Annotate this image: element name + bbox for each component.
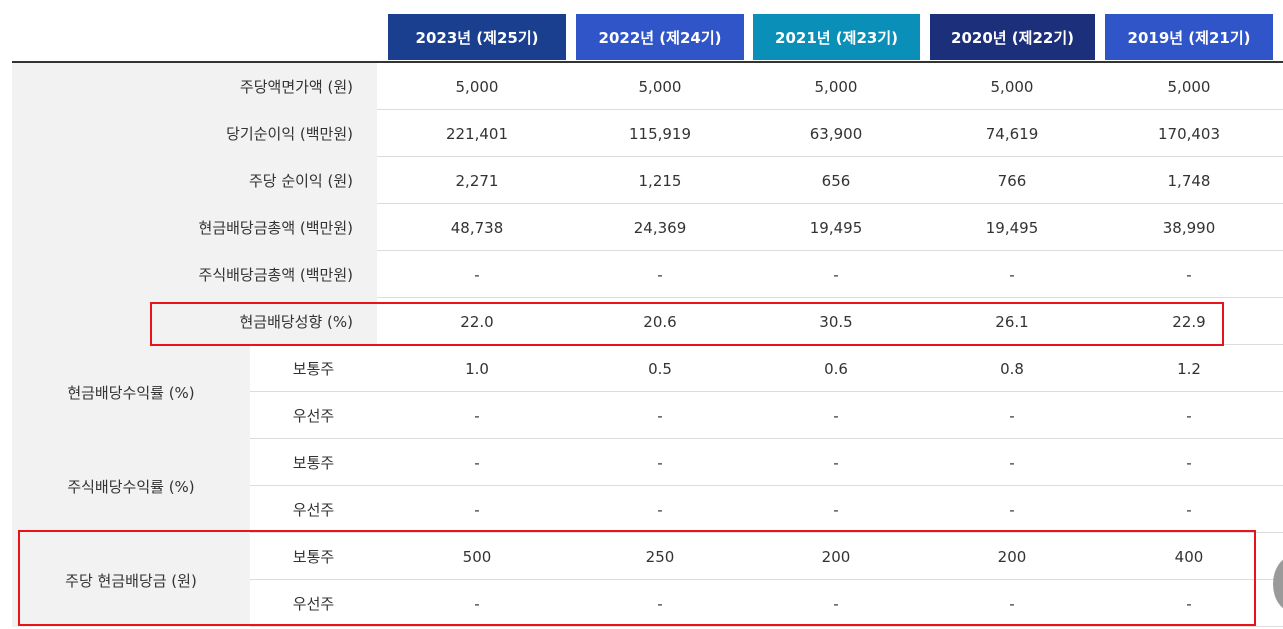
value-cell: 20.6 [643, 312, 677, 331]
value-cell: - [657, 265, 663, 284]
value-cell: 19,495 [809, 218, 863, 237]
value-cell: 48,738 [450, 218, 504, 237]
value-cell: - [833, 265, 839, 284]
value-cell: - [474, 500, 480, 519]
row-divider [12, 297, 1283, 298]
value-cell: 221,401 [445, 124, 509, 143]
value-cell: 200 [821, 547, 851, 566]
sub-label: 보통주 [292, 548, 335, 566]
value-cell: 1,748 [1167, 171, 1211, 190]
value-cell: - [833, 406, 839, 425]
value-cell: - [1009, 594, 1015, 613]
column-header: 2021년 (제23기) [753, 14, 920, 60]
value-cell: - [474, 594, 480, 613]
row-divider [250, 579, 1283, 580]
row-divider [12, 156, 1283, 157]
value-cell: - [657, 406, 663, 425]
value-cell: 500 [462, 547, 492, 566]
group-label: 주당 현금배당금 (원) [12, 533, 250, 627]
value-cell: 0.8 [1000, 359, 1024, 378]
row-label: 주식배당금총액 (백만원) [12, 251, 377, 298]
value-cell: 24,369 [633, 218, 687, 237]
value-cell: 250 [645, 547, 675, 566]
value-cell: - [657, 500, 663, 519]
value-cell: 766 [997, 171, 1027, 190]
row-divider [12, 250, 1283, 251]
value-cell: 30.5 [819, 312, 853, 331]
value-cell: 0.6 [824, 359, 848, 378]
value-cell: 22.9 [1172, 312, 1206, 331]
value-cell: - [657, 594, 663, 613]
row-divider [12, 532, 1283, 533]
value-cell: - [1186, 500, 1192, 519]
row-label: 주당액면가액 (원) [12, 63, 377, 110]
value-cell: - [1186, 265, 1192, 284]
value-cell: 5,000 [990, 77, 1034, 96]
value-cell: - [1186, 594, 1192, 613]
value-cell: 22.0 [460, 312, 494, 331]
column-header: 2019년 (제21기) [1105, 14, 1273, 60]
row-divider [250, 485, 1283, 486]
value-cell: 656 [821, 171, 851, 190]
sub-label: 우선주 [292, 407, 335, 425]
value-cell: - [1009, 265, 1015, 284]
value-cell: 1.2 [1177, 359, 1201, 378]
value-cell: 38,990 [1162, 218, 1216, 237]
value-cell: - [1186, 406, 1192, 425]
value-cell: - [474, 453, 480, 472]
row-label: 현금배당금총액 (백만원) [12, 204, 377, 251]
sub-label: 보통주 [292, 360, 335, 378]
sub-label: 우선주 [292, 595, 335, 613]
row-label: 주당 순이익 (원) [12, 157, 377, 204]
value-cell: 19,495 [985, 218, 1039, 237]
value-cell: - [1186, 453, 1192, 472]
value-cell: 115,919 [628, 124, 692, 143]
row-divider [250, 391, 1283, 392]
value-cell: 5,000 [455, 77, 499, 96]
group-label: 주식배당수익률 (%) [12, 439, 250, 533]
value-cell: - [1009, 406, 1015, 425]
value-cell: 0.5 [648, 359, 672, 378]
highlight-box [18, 530, 1256, 626]
header-rule [12, 61, 1283, 63]
value-cell: 200 [997, 547, 1027, 566]
sub-label: 보통주 [292, 454, 335, 472]
value-cell: - [833, 594, 839, 613]
value-cell: 1.0 [465, 359, 489, 378]
value-cell: 5,000 [638, 77, 682, 96]
value-cell: 170,403 [1157, 124, 1221, 143]
column-header: 2023년 (제25기) [388, 14, 566, 60]
scroll-button[interactable] [1273, 556, 1283, 612]
highlight-box [150, 302, 1224, 346]
group-label: 현금배당수익률 (%) [12, 345, 250, 439]
value-cell: - [474, 406, 480, 425]
column-header: 2022년 (제24기) [576, 14, 744, 60]
sub-label: 우선주 [292, 501, 335, 519]
row-divider [12, 626, 1283, 627]
row-divider [12, 109, 1283, 110]
value-cell: 2,271 [455, 171, 499, 190]
value-cell: - [1009, 500, 1015, 519]
value-cell: 63,900 [809, 124, 863, 143]
row-divider [12, 438, 1283, 439]
row-label: 당기순이익 (백만원) [12, 110, 377, 157]
value-cell: 5,000 [814, 77, 858, 96]
value-cell: 1,215 [638, 171, 682, 190]
value-cell: - [474, 265, 480, 284]
row-divider [12, 203, 1283, 204]
value-cell: - [833, 500, 839, 519]
value-cell: - [657, 453, 663, 472]
row-label: 현금배당성향 (%) [12, 298, 377, 345]
value-cell: 400 [1174, 547, 1204, 566]
value-cell: 5,000 [1167, 77, 1211, 96]
value-cell: - [1009, 453, 1015, 472]
value-cell: - [833, 453, 839, 472]
value-cell: 26.1 [995, 312, 1029, 331]
value-cell: 74,619 [985, 124, 1039, 143]
column-header: 2020년 (제22기) [930, 14, 1095, 60]
